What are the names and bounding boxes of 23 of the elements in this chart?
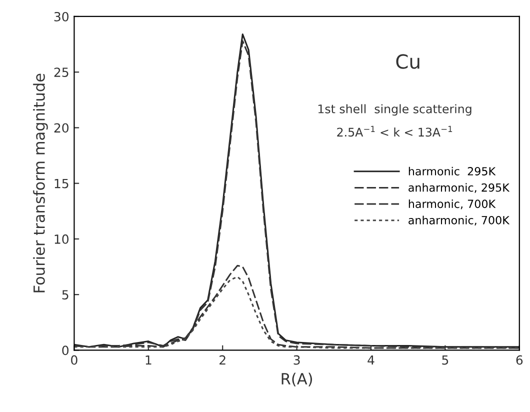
x-tick-label: 1 — [146, 355, 152, 365]
annotation: Cu — [396, 54, 420, 69]
legend-label: anharmonic, 295K — [408, 183, 510, 193]
x-tick-label: 4 — [368, 355, 374, 365]
y-tick-label: 0 — [62, 346, 69, 356]
y-tick-label: 20 — [54, 123, 69, 133]
annotation: 1st shell single scattering — [318, 104, 472, 116]
y-tick-label: 30 — [54, 12, 69, 22]
x-axis-title: R(A) — [282, 372, 312, 386]
legend-label: harmonic, 700K — [408, 199, 496, 210]
annotation: 2.5A$^{−1}$ < k < 13A$^{−1}$ — [337, 126, 452, 137]
x-tick-label: 0 — [71, 355, 78, 365]
x-tick-label: 3 — [294, 355, 300, 365]
y-axis-title: Fourier transform magnitude — [33, 74, 48, 292]
x-tick-label: 6 — [516, 355, 523, 365]
x-tick-label: 5 — [442, 355, 448, 365]
legend-label: anharmonic, 700K — [408, 216, 510, 226]
y-tick-label: 10 — [54, 234, 69, 244]
y-tick-label: 5 — [62, 290, 68, 300]
x-tick-label: 2 — [220, 355, 226, 365]
y-tick-label: 25 — [54, 68, 68, 78]
y-tick-label: 15 — [54, 178, 68, 188]
legend-label: harmonic 295K — [408, 166, 496, 176]
